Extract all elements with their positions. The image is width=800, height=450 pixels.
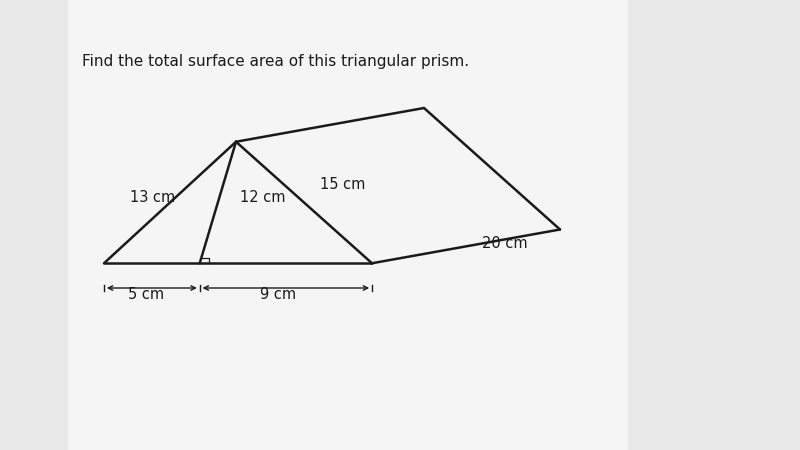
Text: 15 cm: 15 cm [320,177,366,192]
Text: 9 cm: 9 cm [259,287,296,302]
Text: 20 cm: 20 cm [482,236,527,252]
Text: 13 cm: 13 cm [130,189,176,205]
Text: Find the total surface area of this triangular prism.: Find the total surface area of this tria… [82,54,469,69]
Text: 12 cm: 12 cm [240,189,286,205]
Text: 5 cm: 5 cm [128,287,165,302]
